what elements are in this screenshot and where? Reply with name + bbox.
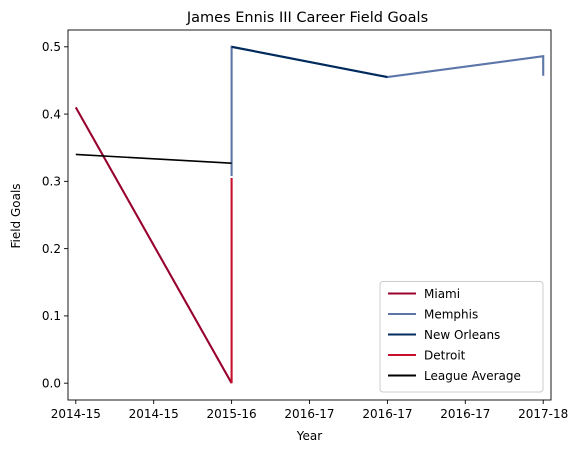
x-tick-label: 2014-15: [51, 407, 101, 421]
series-line-league-average: [75, 153, 232, 164]
x-tick-label: 2016-17: [362, 407, 412, 421]
legend: Miami Memphis New Orleans Detroit League Ave…: [379, 281, 544, 393]
legend-box: [379, 281, 544, 393]
series-line-miami: [74, 106, 233, 384]
series-line-new-orleans: [231, 45, 388, 79]
y-tick-label: 0.1: [42, 309, 61, 323]
legend-label-league-average: League Average: [424, 369, 521, 383]
legend-label-new-orleans: New Orleans: [424, 328, 500, 342]
x-tick-label: 2016-17: [440, 407, 490, 421]
x-tick-label: 2017-18: [518, 407, 568, 421]
x-tick-label: 2014-15: [129, 407, 179, 421]
legend-label-memphis: Memphis: [424, 307, 478, 321]
x-tick-label: 2016-17: [284, 407, 334, 421]
x-axis-label: Year: [296, 429, 322, 443]
axes-layer: 2014-15 2014-15 2015-16 2016-17 2016-17 2016-…: [42, 29, 568, 421]
chart-title: James Ennis III Career Field Goals: [186, 10, 428, 26]
legend-label-miami: Miami: [424, 287, 460, 301]
y-tick-label: 0.0: [42, 376, 61, 390]
y-tick-label: 0.4: [42, 107, 61, 121]
series-layer: [74, 45, 545, 384]
legend-label-detroit: Detroit: [424, 348, 466, 362]
y-tick-label: 0.2: [42, 242, 61, 256]
series-line-memphis: [230, 45, 545, 176]
y-axis-label: Field Goals: [9, 183, 23, 248]
y-tick-label: 0.3: [42, 175, 61, 189]
x-tick-label: 2015-16: [207, 407, 257, 421]
y-tick-label: 0.5: [42, 40, 61, 54]
